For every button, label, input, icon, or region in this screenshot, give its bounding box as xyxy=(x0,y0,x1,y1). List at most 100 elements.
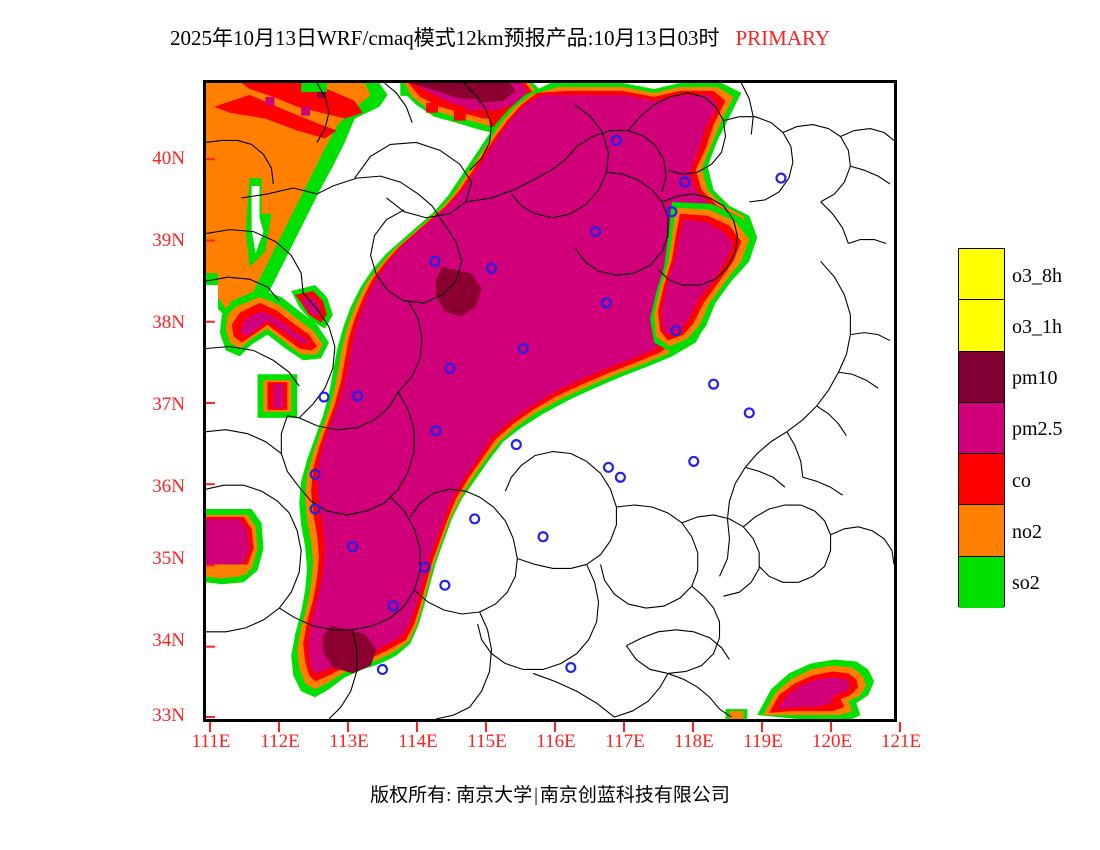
bottom-tick-marks xyxy=(209,722,901,732)
legend-swatch-no2[interactable] xyxy=(959,505,1004,557)
lat-tick-label: 37N xyxy=(152,394,185,415)
city-station-marker[interactable] xyxy=(387,600,399,612)
footer: 版权所有: 南京大学 | 南京创蓝科技有限公司 xyxy=(0,780,1100,807)
legend-label-pm10: pm10 xyxy=(1012,367,1058,389)
title-primary-tag: PRIMARY xyxy=(735,26,831,50)
legend-swatch-pm10[interactable] xyxy=(959,351,1004,403)
pollutant-field-layer xyxy=(206,83,875,719)
co-speck xyxy=(489,114,502,127)
lat-tick-label: 39N xyxy=(152,230,185,251)
swedge-no2-foot xyxy=(206,564,248,575)
lat-tick-label: 36N xyxy=(152,476,185,497)
legend-label-pm25: pm2.5 xyxy=(1012,418,1063,440)
legend-label-o3-8h: o3_8h xyxy=(1012,265,1062,287)
tick-marks-layer xyxy=(206,158,215,719)
pm25-speck xyxy=(465,98,478,111)
east-lobe-pm25 xyxy=(662,219,734,335)
pollutant-map[interactable] xyxy=(206,83,894,719)
city-station-marker[interactable] xyxy=(610,134,622,147)
legend-label-o3-1h: o3_1h xyxy=(1012,316,1062,338)
legend-color-bar xyxy=(958,248,1005,608)
city-station-marker[interactable] xyxy=(688,455,700,467)
region-southwest-edge xyxy=(206,508,264,585)
region-central-pm25-plume xyxy=(291,83,758,698)
co-speck xyxy=(453,108,466,121)
lat-tick-label: 40N xyxy=(152,148,185,169)
west-ridge-pm25-b xyxy=(301,296,321,317)
north-pm10-core xyxy=(410,83,516,103)
nw-white-tongue xyxy=(251,186,264,254)
sw-pm10-core xyxy=(322,625,377,674)
legend-swatch-o3-8h[interactable] xyxy=(959,249,1004,301)
footer-separator: | xyxy=(534,785,538,806)
city-station-marker[interactable] xyxy=(510,439,522,451)
city-station-marker[interactable] xyxy=(429,255,441,267)
region-north-pm10-core xyxy=(400,83,548,135)
city-station-marker[interactable] xyxy=(309,468,321,480)
city-station-marker[interactable] xyxy=(602,461,615,473)
city-station-marker[interactable] xyxy=(419,561,431,573)
nw-co-streak xyxy=(241,83,363,119)
nw-pm25-speck-1 xyxy=(265,96,275,106)
legend-swatch-pm25[interactable] xyxy=(959,402,1004,455)
city-station-marker[interactable] xyxy=(670,325,682,337)
region-sw-pm10 xyxy=(322,625,377,674)
swedge-pm25 xyxy=(206,518,250,569)
city-station-marker[interactable] xyxy=(666,206,678,218)
region-northwest-plume xyxy=(206,83,388,341)
city-station-marker[interactable] xyxy=(614,471,626,483)
city-station-marker[interactable] xyxy=(590,226,602,238)
footer-copyright: 版权所有: 南京大学 xyxy=(370,785,533,806)
title-text: 2025年10月13日WRF/cmaq模式12km预报产品:10月13日03时 xyxy=(169,26,720,50)
legend-swatch-so2[interactable] xyxy=(959,556,1004,608)
city-station-marker[interactable] xyxy=(352,390,364,402)
city-station-marker[interactable] xyxy=(565,661,577,674)
map-plot-frame[interactable] xyxy=(203,80,901,732)
city-station-marker[interactable] xyxy=(775,172,787,184)
central-pm25-core xyxy=(309,94,734,674)
city-station-marker[interactable] xyxy=(347,541,359,553)
city-station-marker[interactable] xyxy=(439,579,451,591)
city-station-marker[interactable] xyxy=(708,378,720,390)
legend-swatch-o3-1h[interactable] xyxy=(959,300,1004,352)
city-station-marker[interactable] xyxy=(309,503,321,515)
legend-swatch-co[interactable] xyxy=(959,454,1004,506)
nw-co-streak-2 xyxy=(213,94,337,139)
city-station-marker[interactable] xyxy=(430,425,442,437)
footer-company: 南京创蓝科技有限公司 xyxy=(539,785,730,806)
nw-pm10-speck xyxy=(317,88,326,98)
city-station-marker[interactable] xyxy=(743,407,755,419)
city-station-marker[interactable] xyxy=(469,513,481,525)
lat-tick-label: 35N xyxy=(152,548,185,569)
lat-tick-label: 38N xyxy=(152,312,185,333)
city-station-marker[interactable] xyxy=(537,531,549,543)
shanxi-pm10-inner xyxy=(449,277,472,303)
city-station-marker[interactable] xyxy=(517,342,529,355)
lat-tick-label: 33N xyxy=(152,705,185,726)
admin-boundaries-layer xyxy=(206,83,894,719)
legend-label-co: co xyxy=(1012,470,1031,492)
region-shanxi-pm10 xyxy=(435,267,482,317)
nw-pm25-speck-2 xyxy=(301,106,311,116)
lat-tick-label: 34N xyxy=(152,630,185,651)
se-tail-no2 xyxy=(729,711,744,719)
city-station-marker[interactable] xyxy=(376,663,389,676)
region-southeast-patch xyxy=(725,659,875,719)
west-ridge-pm25 xyxy=(239,310,310,345)
region-west-small-patch xyxy=(257,374,298,418)
station-markers-layer[interactable] xyxy=(309,134,787,676)
city-station-marker[interactable] xyxy=(444,362,456,374)
city-station-marker[interactable] xyxy=(485,262,498,274)
legend-label-no2: no2 xyxy=(1012,521,1042,543)
city-station-marker[interactable] xyxy=(600,297,613,309)
small-pm25 xyxy=(273,384,284,408)
city-station-marker[interactable] xyxy=(318,391,330,403)
legend-label-so2: so2 xyxy=(1012,572,1040,594)
nw-no2-body xyxy=(206,83,371,309)
co-speck xyxy=(426,102,438,113)
city-station-marker[interactable] xyxy=(679,176,691,188)
page-title: 2025年10月13日WRF/cmaq模式12km预报产品:10月13日03时 P… xyxy=(0,22,1000,52)
so2-cell xyxy=(301,83,327,92)
se-pm25 xyxy=(777,677,851,710)
